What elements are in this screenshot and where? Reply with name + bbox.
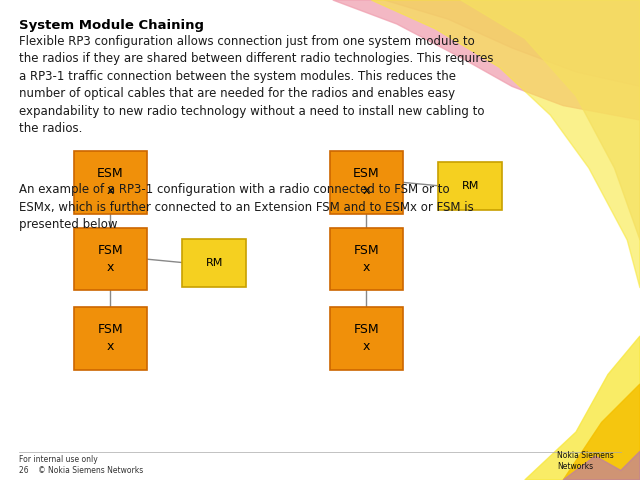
FancyBboxPatch shape [74, 228, 147, 290]
Text: ESM
x: ESM x [97, 168, 124, 197]
Polygon shape [563, 451, 640, 480]
Polygon shape [461, 0, 640, 240]
FancyBboxPatch shape [74, 151, 147, 214]
Text: ESM
x: ESM x [353, 168, 380, 197]
Polygon shape [371, 0, 640, 288]
Text: FSM
x: FSM x [353, 324, 380, 353]
Text: FSM
x: FSM x [97, 324, 124, 353]
FancyBboxPatch shape [74, 307, 147, 370]
Polygon shape [384, 0, 640, 86]
FancyBboxPatch shape [330, 307, 403, 370]
Text: 26    © Nokia Siemens Networks: 26 © Nokia Siemens Networks [19, 466, 143, 475]
FancyBboxPatch shape [182, 239, 246, 287]
FancyBboxPatch shape [330, 228, 403, 290]
Polygon shape [563, 384, 640, 480]
Text: For internal use only: For internal use only [19, 455, 98, 464]
FancyBboxPatch shape [438, 162, 502, 210]
Text: FSM
x: FSM x [353, 244, 380, 274]
Polygon shape [525, 336, 640, 480]
Text: Nokia Siemens
Networks: Nokia Siemens Networks [557, 451, 614, 471]
Text: RM: RM [205, 258, 223, 267]
Polygon shape [333, 0, 640, 120]
Text: RM: RM [461, 181, 479, 191]
Text: Flexible RP3 configuration allows connection just from one system module to
the : Flexible RP3 configuration allows connec… [19, 35, 493, 135]
Text: System Module Chaining: System Module Chaining [19, 19, 204, 32]
FancyBboxPatch shape [330, 151, 403, 214]
Text: An example of a RP3-1 configuration with a radio connected to FSM or to
ESMx, wh: An example of a RP3-1 configuration with… [19, 183, 474, 231]
Text: FSM
x: FSM x [97, 244, 124, 274]
